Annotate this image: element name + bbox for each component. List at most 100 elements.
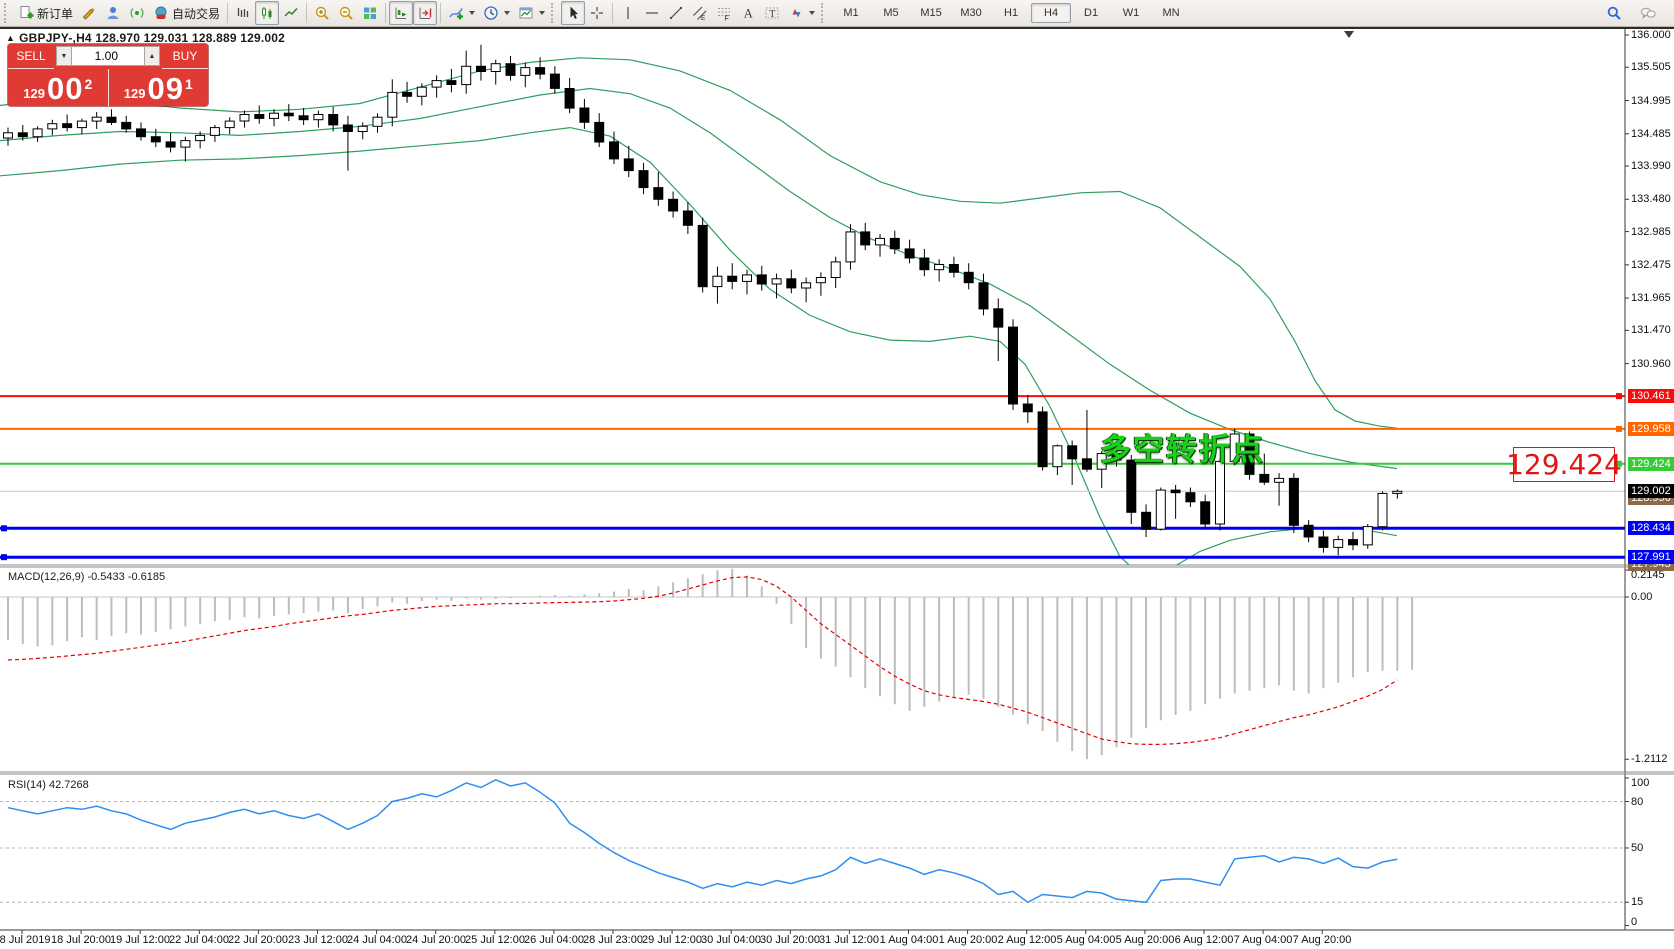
volume-up-button[interactable]: ▲ <box>144 46 160 66</box>
cursor-button[interactable] <box>561 1 586 25</box>
periods-button[interactable] <box>479 1 514 25</box>
chevron-down-icon[interactable] <box>469 11 476 15</box>
time-axis-label[interactable]: 6 Aug 12:00 <box>1174 934 1234 946</box>
time-axis-label[interactable]: 28 Jul 23:00 <box>583 934 643 946</box>
time-axis-label[interactable]: 30 Jul 04:00 <box>701 934 761 946</box>
zoom-out-button[interactable] <box>334 1 358 25</box>
rsi-axis-label[interactable]: 80 <box>1631 796 1644 808</box>
buy-price[interactable]: 129 09 1 <box>109 69 209 106</box>
time-axis-label[interactable]: 25 Jul 12:00 <box>465 934 525 946</box>
timeframe-button-w1[interactable]: W1 <box>1122 7 1140 19</box>
time-axis-label[interactable]: 31 Jul 12:00 <box>819 934 879 946</box>
time-axis-label[interactable]: 2 Aug 12:00 <box>997 934 1057 946</box>
new-order-button[interactable]: 新订单 <box>14 1 77 25</box>
macd-axis-label[interactable]: 0.2145 <box>1631 569 1665 581</box>
chevron-down-icon[interactable] <box>809 11 816 15</box>
rsi-axis-label[interactable]: 15 <box>1631 896 1644 908</box>
price-axis-label[interactable]: 134.485 <box>1631 128 1671 140</box>
chevron-down-icon[interactable] <box>504 11 511 15</box>
chart-annotation-text[interactable]: 多空转折点 <box>1100 432 1265 467</box>
price-callout-box[interactable]: 129.424 <box>1506 447 1622 482</box>
time-axis-label[interactable]: 29 Jul 12:00 <box>642 934 702 946</box>
trendline-button[interactable] <box>664 1 688 25</box>
crosshair-button[interactable] <box>585 1 609 25</box>
signals-button[interactable] <box>125 1 149 25</box>
timeframe-button-mn[interactable]: MN <box>1162 7 1180 19</box>
macd-pane[interactable] <box>0 568 1625 760</box>
line-endpoint-marker[interactable] <box>1 525 7 532</box>
timeframe-button-m15[interactable]: M15 <box>920 7 942 19</box>
timeframe-button-d1[interactable]: D1 <box>1084 7 1099 19</box>
time-axis-label[interactable]: 30 Jul 20:00 <box>760 934 820 946</box>
profile-button[interactable] <box>101 1 125 25</box>
time-axis-label[interactable]: 22 Jul 20:00 <box>228 934 288 946</box>
volume-field[interactable]: 1.00 <box>72 46 144 66</box>
rsi-axis-label[interactable]: 0 <box>1631 916 1638 928</box>
price-axis-label[interactable]: 133.990 <box>1631 160 1671 172</box>
time-axis-label[interactable]: 7 Aug 20:00 <box>1292 934 1352 946</box>
time-axis-label[interactable]: 5 Aug 04:00 <box>1056 934 1116 946</box>
auto-scroll-button[interactable] <box>389 1 414 25</box>
rsi-pane[interactable] <box>0 778 1625 904</box>
time-axis-label[interactable]: 18 Jul 2019 <box>0 934 51 946</box>
templates-button[interactable] <box>514 1 549 25</box>
price-axis-label[interactable]: 130.960 <box>1631 358 1671 370</box>
line-endpoint-marker[interactable] <box>1616 460 1622 467</box>
price-axis-label[interactable]: 134.995 <box>1631 95 1671 107</box>
metaeditor-button[interactable] <box>77 1 101 25</box>
timeframe-button-m1[interactable]: M1 <box>843 7 859 19</box>
line-endpoint-marker[interactable] <box>1616 393 1622 400</box>
line-chart-button[interactable] <box>279 1 303 25</box>
chart-shift-button[interactable] <box>413 1 438 25</box>
main-chart-pane[interactable] <box>0 44 1625 575</box>
toolbar-drag-handle[interactable] <box>4 3 12 23</box>
line-endpoint-marker[interactable] <box>1 554 7 561</box>
zoom-in-button[interactable] <box>310 1 334 25</box>
text-label-button[interactable]: T <box>760 1 784 25</box>
price-axis-label[interactable]: 131.470 <box>1631 324 1671 336</box>
volume-down-button[interactable]: ▼ <box>56 46 72 66</box>
time-axis-label[interactable]: 5 Aug 20:00 <box>1115 934 1175 946</box>
time-axis-label[interactable]: 1 Aug 04:00 <box>879 934 939 946</box>
timeframe-button-h1[interactable]: H1 <box>1004 7 1019 19</box>
tile-windows-button[interactable] <box>358 1 382 25</box>
line-endpoint-marker[interactable] <box>1616 425 1622 432</box>
time-axis-label[interactable]: 24 Jul 04:00 <box>347 934 407 946</box>
collapse-triangle-icon[interactable]: ▲ <box>6 33 16 43</box>
time-axis-label[interactable]: 23 Jul 12:00 <box>288 934 348 946</box>
toolbar-drag-handle[interactable] <box>551 3 559 23</box>
rsi-axis-label[interactable]: 50 <box>1631 842 1644 854</box>
time-axis-label[interactable]: 24 Jul 20:00 <box>406 934 466 946</box>
macd-axis-label[interactable]: 0.00 <box>1631 591 1653 603</box>
text-button[interactable]: A <box>736 1 760 25</box>
buy-button[interactable]: BUY <box>162 44 208 69</box>
timeframe-button-m30[interactable]: M30 <box>960 7 982 19</box>
autotrading-button[interactable]: 自动交易 <box>149 1 224 25</box>
search-button[interactable] <box>1602 1 1626 25</box>
price-axis-label[interactable]: 133.480 <box>1631 193 1671 205</box>
candlestick-chart-button[interactable] <box>255 1 280 25</box>
timeframe-button-m5[interactable]: M5 <box>883 7 899 19</box>
price-axis-label[interactable]: 135.505 <box>1631 61 1671 73</box>
time-axis-label[interactable]: 1 Aug 20:00 <box>938 934 998 946</box>
price-axis-label[interactable]: 132.985 <box>1631 226 1671 238</box>
macd-axis-label[interactable]: -1.2112 <box>1631 753 1668 765</box>
toolbar-drag-handle[interactable] <box>821 3 829 23</box>
price-axis-label[interactable]: 131.965 <box>1631 292 1671 304</box>
bar-chart-button[interactable] <box>231 1 255 25</box>
time-axis-label[interactable]: 19 Jul 12:00 <box>110 934 170 946</box>
time-axis-label[interactable]: 22 Jul 04:00 <box>169 934 229 946</box>
chat-button[interactable] <box>1636 1 1660 25</box>
rsi-axis-label[interactable]: 100 <box>1631 777 1650 789</box>
sell-button[interactable]: SELL <box>8 44 54 69</box>
price-axis-label[interactable]: 132.475 <box>1631 259 1671 271</box>
sell-price[interactable]: 129 00 2 <box>8 69 109 106</box>
channel-button[interactable]: E <box>688 1 712 25</box>
arrows-button[interactable] <box>784 1 819 25</box>
horizontal-line-button[interactable] <box>640 1 664 25</box>
time-axis-label[interactable]: 18 Jul 20:00 <box>51 934 111 946</box>
vertical-line-button[interactable] <box>616 1 640 25</box>
time-axis-label[interactable]: 26 Jul 04:00 <box>524 934 584 946</box>
time-axis-label[interactable]: 7 Aug 04:00 <box>1233 934 1293 946</box>
